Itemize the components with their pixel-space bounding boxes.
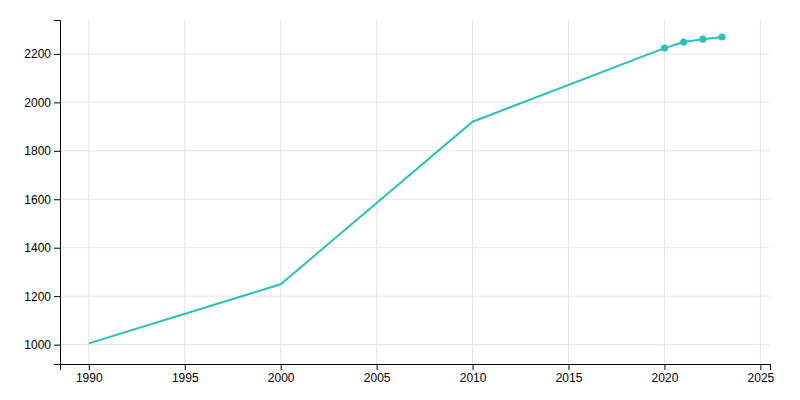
tick-mark <box>54 54 60 55</box>
grid-line-x <box>472 20 473 364</box>
tick-mark <box>185 364 186 370</box>
x-axis: 1990 1995 2000 2005 2010 2015 2020 2025 <box>61 364 775 385</box>
grid-line-y <box>60 53 770 54</box>
tick: 1600 <box>24 193 60 207</box>
tick: 2010 <box>460 364 487 385</box>
line <box>89 37 722 343</box>
tick: 2000 <box>268 364 295 385</box>
tick-mark <box>54 296 60 297</box>
tick: 2005 <box>364 364 391 385</box>
tick-label: 1200 <box>24 290 51 304</box>
grid-line-y <box>60 247 770 248</box>
point <box>718 33 725 40</box>
tick: 2200 <box>24 47 60 61</box>
tick-label: 2025 <box>748 371 775 385</box>
grid-line-x <box>376 20 377 364</box>
tick-label: 2015 <box>556 371 583 385</box>
axis-line <box>61 365 771 371</box>
point <box>699 36 706 43</box>
tick-label: 2020 <box>652 371 679 385</box>
grid-line-x <box>760 20 761 364</box>
tick-label: 1000 <box>24 338 51 352</box>
tick-mark <box>54 151 60 152</box>
grid-line-y <box>60 150 770 151</box>
tick-label: 2000 <box>268 371 295 385</box>
tick-mark <box>664 364 665 370</box>
point <box>661 45 668 52</box>
grid-line-x <box>568 20 569 364</box>
tick-mark <box>54 345 60 346</box>
tick: 2025 <box>748 364 775 385</box>
tick: 1995 <box>172 364 199 385</box>
y-axis: 1000 1200 1400 1600 1800 2000 2200 <box>24 21 60 365</box>
tick-mark <box>54 248 60 249</box>
plot: 1990 1995 2000 2005 2010 2015 2020 2025 1000 1200… <box>24 20 774 385</box>
tick-label: 2000 <box>24 96 51 110</box>
marks <box>89 33 726 343</box>
tick-label: 1990 <box>76 371 103 385</box>
tick-mark <box>473 364 474 370</box>
tick: 1400 <box>24 241 60 255</box>
tick: 1000 <box>24 338 60 352</box>
tick-mark <box>569 364 570 370</box>
axis-line <box>54 21 61 365</box>
tick-label: 1800 <box>24 144 51 158</box>
grid-line-x <box>88 20 89 364</box>
tick-mark <box>377 364 378 370</box>
grid-line-y <box>60 102 770 103</box>
tick: 1990 <box>76 364 103 385</box>
tick-mark <box>89 364 90 370</box>
tick-label: 2010 <box>460 371 487 385</box>
tick: 1200 <box>24 290 60 304</box>
tick-mark <box>760 364 761 370</box>
tick: 2000 <box>24 96 60 110</box>
grid-line-x <box>280 20 281 364</box>
tick: 2015 <box>556 364 583 385</box>
grid <box>60 20 770 364</box>
tick-label: 2200 <box>24 47 51 61</box>
tick-label: 1600 <box>24 193 51 207</box>
tick-label: 2005 <box>364 371 391 385</box>
tick-label: 1995 <box>172 371 199 385</box>
point <box>680 38 687 45</box>
grid-line-x <box>664 20 665 364</box>
tick-label: 1400 <box>24 241 51 255</box>
tick-mark <box>281 364 282 370</box>
grid-line-y <box>60 199 770 200</box>
tick-mark <box>54 102 60 103</box>
grid-line-y <box>60 344 770 345</box>
tick: 1800 <box>24 144 60 158</box>
chart: 1990 1995 2000 2005 2010 2015 2020 2025 1000 1200… <box>0 0 800 400</box>
tick: 2020 <box>652 364 679 385</box>
grid-line-y <box>60 296 770 297</box>
tick-mark <box>54 199 60 200</box>
grid-line-x <box>184 20 185 364</box>
